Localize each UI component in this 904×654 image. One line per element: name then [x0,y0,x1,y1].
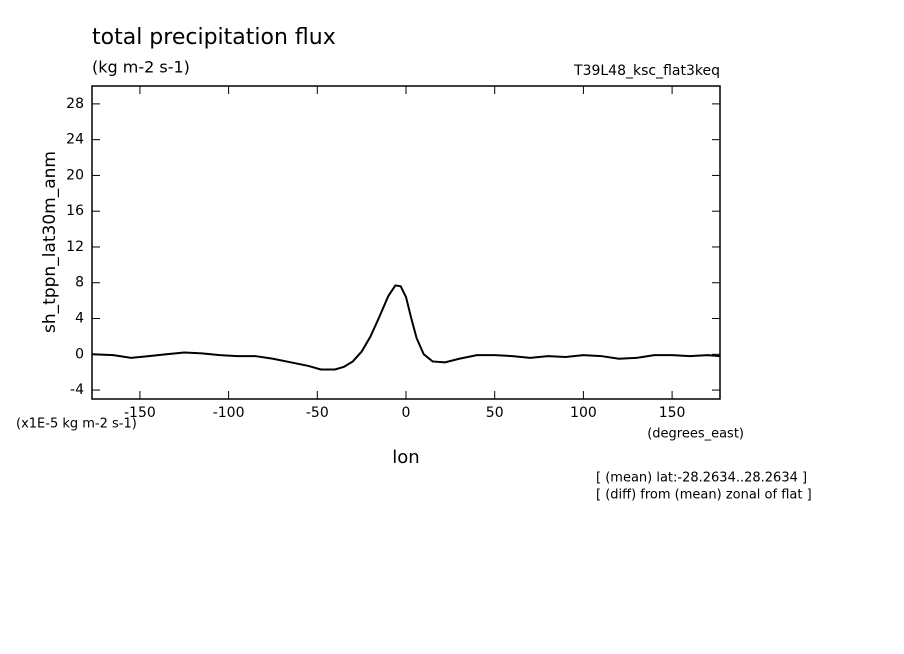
x-axis-label: lon [392,447,419,468]
y-tick-label: 20 [66,167,84,183]
y-tick-label: 28 [66,96,84,112]
run-label: T39L48_ksc_flat3keq [573,63,720,79]
y-tick-label: 16 [66,203,84,219]
chart-subtitle: (kg m-2 s-1) [92,58,190,77]
y-tick-label: -4 [70,382,84,398]
note: [ (diff) from (mean) zonal of flat ] [596,488,812,503]
x-tick-label: -50 [306,405,329,421]
x-units: (degrees_east) [647,427,744,442]
y-tick-label: 0 [75,346,84,362]
y-tick-label: 4 [75,311,84,327]
chart-title: total precipitation flux [92,25,336,50]
note: [ (mean) lat:-28.2634..28.2634 ] [596,471,807,486]
data-line [91,284,721,371]
y-units: (x1E-5 kg m-2 s-1) [16,417,137,432]
x-tick-label: 50 [486,405,504,421]
y-tick-label: 8 [75,275,84,291]
x-tick-label: -150 [124,405,156,421]
x-tick-label: 150 [659,405,686,421]
y-tick-label: 24 [66,132,84,148]
x-tick-label: 100 [570,405,597,421]
x-tick-label: -100 [213,405,245,421]
x-tick-label: 0 [402,405,411,421]
y-axis-label: sh_tppn_lat30m_anm [40,151,60,333]
y-tick-label: 12 [66,239,84,255]
